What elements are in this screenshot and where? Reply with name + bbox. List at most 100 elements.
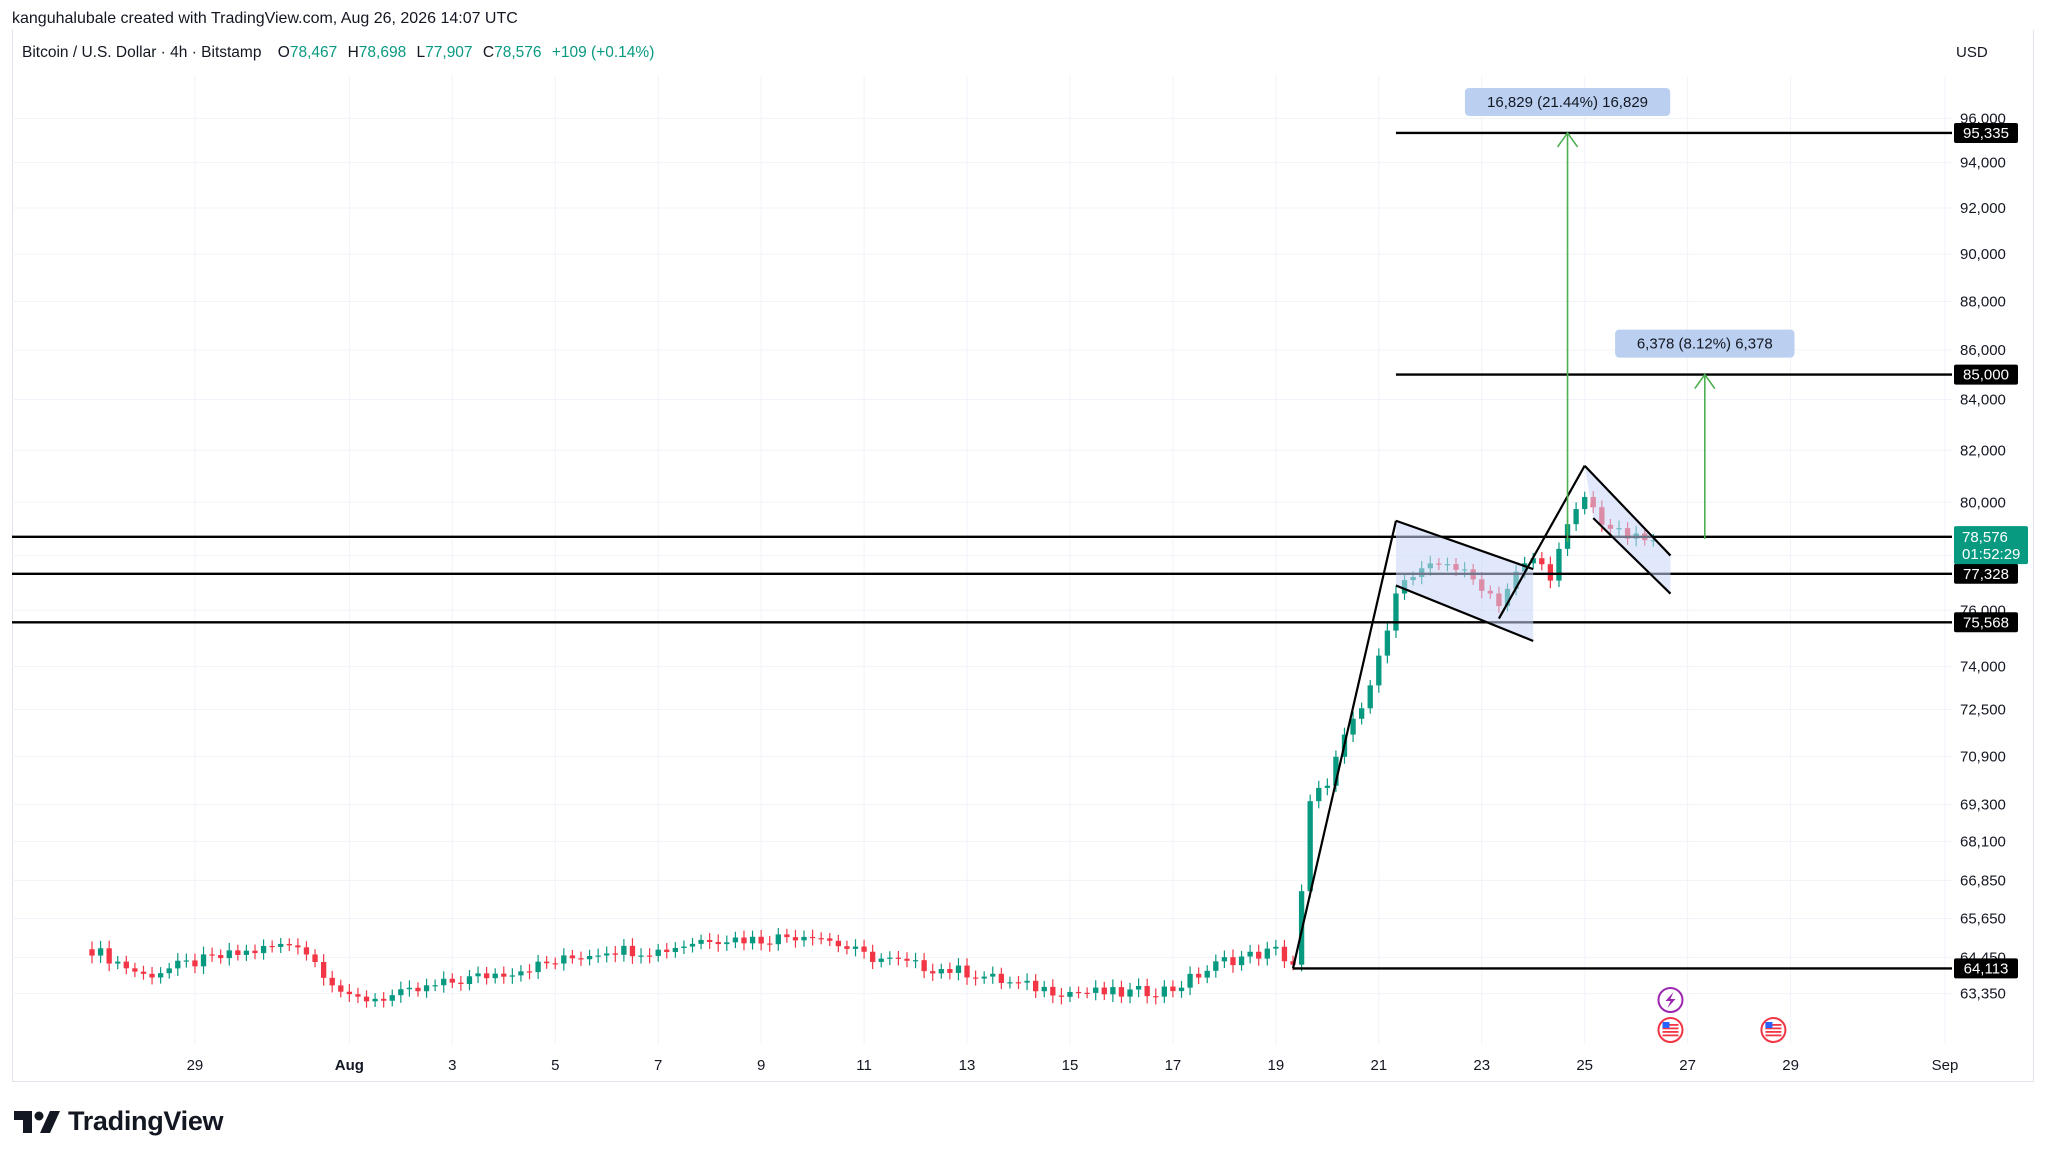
time-axis-label: 5 — [551, 1057, 559, 1074]
candle — [724, 935, 730, 951]
candle-body — [1187, 973, 1193, 988]
candle-body — [1221, 957, 1228, 962]
candle — [458, 975, 464, 991]
candle — [1582, 491, 1588, 515]
candle-body — [389, 995, 395, 1001]
candle — [887, 951, 893, 966]
candle-body — [1316, 787, 1322, 802]
symbol-info-bar: Bitcoin / U.S. Dollar · 4h · Bitstamp O7… — [22, 44, 654, 62]
candle-body — [938, 968, 944, 974]
price-axis-label: 80,000 — [1960, 494, 2006, 511]
candle-body — [1556, 548, 1562, 581]
candle — [1358, 702, 1365, 725]
candle-body — [1093, 987, 1099, 993]
candle — [1144, 978, 1150, 1004]
symbol-name[interactable]: Bitcoin / U.S. Dollar · 4h · Bitstamp — [22, 44, 262, 61]
candle — [947, 962, 953, 980]
candle — [578, 951, 584, 966]
candle — [818, 932, 824, 945]
candle — [441, 971, 447, 993]
currency-selector[interactable]: USD — [1956, 44, 1988, 61]
candle-body — [1118, 987, 1125, 997]
candle-body — [1358, 708, 1365, 719]
candle-body — [526, 971, 533, 973]
last-price-label: 78,576 — [1962, 529, 2008, 546]
candle — [1067, 986, 1073, 1003]
tradingview-wordmark: TradingView — [68, 1106, 224, 1136]
candle-body — [689, 943, 696, 947]
candle — [526, 964, 533, 980]
candle — [200, 946, 207, 975]
candle-body — [218, 955, 224, 959]
candle-body — [1178, 987, 1185, 992]
candle-body — [767, 943, 773, 945]
candle-body — [209, 954, 215, 956]
tradingview-logo[interactable]: TradingView — [14, 1106, 224, 1137]
candle — [157, 967, 164, 984]
candle-body — [1393, 593, 1399, 631]
candle — [346, 984, 353, 1002]
candle — [286, 938, 292, 952]
candle — [535, 954, 541, 979]
candle-body — [432, 985, 438, 987]
candle-body — [586, 955, 593, 960]
candle-body — [638, 955, 644, 957]
candle — [406, 980, 413, 997]
candle-body — [1256, 951, 1262, 959]
candle-body — [681, 946, 687, 948]
flag-channel-fill — [1584, 465, 1671, 594]
measure-label-box — [1464, 87, 1671, 116]
candle — [852, 939, 859, 957]
candle-body — [140, 971, 147, 974]
time-axis-label: 11 — [856, 1057, 872, 1074]
candle — [1556, 542, 1562, 587]
high-value: 78,698 — [358, 44, 407, 61]
candle-body — [492, 973, 498, 979]
candle-body — [475, 973, 481, 977]
candle-body — [629, 945, 636, 957]
candle-body — [175, 960, 181, 969]
candle — [715, 934, 721, 952]
candle — [209, 947, 215, 962]
us-flag-canton — [1662, 1022, 1670, 1028]
candle — [1195, 967, 1202, 985]
chart-credit: kanguhalubale created with TradingView.c… — [12, 10, 518, 27]
countdown-label: 01:52:29 — [1962, 546, 2020, 563]
candle — [320, 954, 327, 986]
us-flag-stripe — [1662, 1034, 1679, 1037]
candle — [89, 941, 95, 964]
candle — [698, 934, 704, 950]
candle — [140, 965, 147, 980]
candle — [123, 955, 129, 975]
candle-body — [1384, 630, 1391, 656]
candle — [509, 968, 516, 984]
level-price-tag — [1954, 364, 2018, 385]
low-label: L — [416, 44, 426, 61]
candle — [621, 939, 627, 962]
price-axis-label: 65,650 — [1960, 911, 2006, 928]
candle-body — [990, 973, 996, 977]
time-axis-label: Sep — [1932, 1057, 1959, 1074]
candle-body — [535, 961, 541, 973]
candle-body — [1032, 980, 1039, 992]
candle-body — [646, 955, 653, 957]
candle — [809, 929, 816, 946]
candle-body — [947, 968, 953, 973]
candle-body — [1204, 970, 1210, 978]
candle — [612, 946, 618, 963]
candle-body — [269, 945, 275, 948]
candle — [1350, 711, 1356, 743]
level-price-tag — [1954, 563, 2018, 584]
candle-body — [1376, 655, 1382, 686]
candle — [1007, 976, 1013, 989]
time-axis-label: 7 — [654, 1057, 662, 1074]
price-range-measure: 6,378 (8.12%) 6,378 — [1615, 329, 1795, 539]
candle — [303, 941, 310, 961]
candle — [1110, 979, 1116, 1003]
candle-body — [329, 977, 335, 986]
time-axis-label: Aug — [335, 1057, 364, 1074]
candle-body — [1539, 558, 1545, 565]
candle — [664, 943, 670, 959]
